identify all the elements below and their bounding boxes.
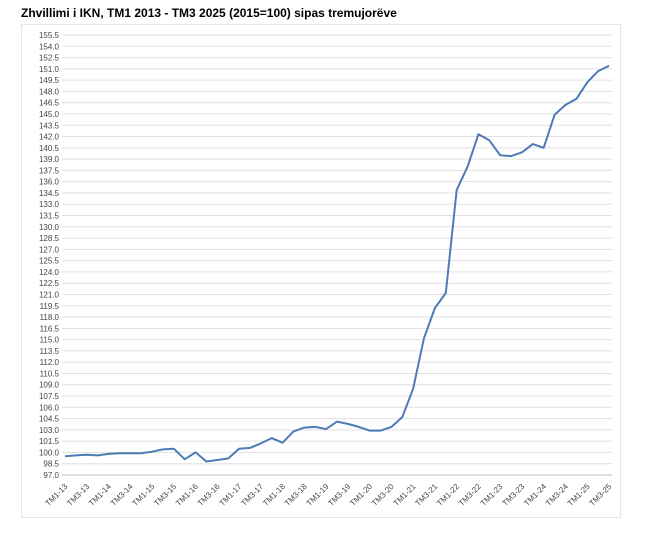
x-tick-label: TM1-18: [261, 482, 287, 508]
y-tick-label: 142.0: [39, 133, 60, 142]
y-tick-label: 119.5: [40, 302, 60, 311]
x-tick-label: TM1-19: [305, 482, 331, 508]
x-tick-label: TM3-16: [196, 482, 222, 508]
y-tick-label: 140.5: [39, 144, 60, 153]
y-tick-label: 152.5: [39, 54, 60, 63]
x-tick-label: TM3-14: [109, 482, 135, 508]
y-tick-label: 97.0: [43, 471, 59, 480]
x-tick-label: TM3-15: [152, 482, 178, 508]
x-tick-label: TM3-24: [544, 482, 570, 508]
y-tick-label: 151.0: [39, 65, 60, 74]
y-tick-label: 154.0: [39, 42, 60, 51]
y-tick-label: 107.5: [39, 392, 60, 401]
x-axis-ticks: TM1-13TM3-13TM1-14TM3-14TM1-15TM3-15TM1-…: [44, 482, 614, 508]
y-tick-label: 137.5: [39, 166, 60, 175]
x-tick-label: TM3-20: [370, 482, 396, 508]
y-tick-label: 115.0: [40, 336, 60, 345]
y-tick-label: 127.0: [39, 245, 60, 254]
y-tick-label: 133.0: [39, 200, 60, 209]
y-tick-label: 149.5: [39, 76, 60, 85]
chart-frame: 97.0 98.5 100.0 101.5 103.0 104.5 106.0 107.5 10…: [21, 24, 621, 518]
line-chart: 97.0 98.5 100.0 101.5 103.0 104.5 106.0 107.5 10…: [39, 31, 614, 508]
y-tick-label: 124.0: [39, 268, 60, 277]
x-tick-label: TM1-22: [435, 482, 461, 508]
x-tick-label: TM1-20: [348, 482, 374, 508]
series-line: [64, 64, 610, 463]
y-tick-label: 148.0: [39, 87, 60, 96]
chart-title: Zhvillimi i IKN, TM1 2013 - TM3 2025 (20…: [21, 6, 397, 20]
x-tick-label: TM1-15: [131, 482, 157, 508]
y-tick-label: 122.5: [39, 279, 60, 288]
x-tick-label: TM1-21: [392, 482, 418, 508]
y-tick-label: 113.5: [40, 347, 60, 356]
x-tick-label: TM1-23: [479, 482, 505, 508]
y-tick-label: 121.0: [39, 290, 60, 299]
y-tick-label: 145.0: [39, 110, 60, 119]
x-tick-label: TM1-13: [44, 482, 70, 508]
y-tick-label: 130.0: [39, 223, 60, 232]
y-tick-label: 131.5: [39, 212, 60, 221]
x-tick-label: TM1-17: [218, 482, 244, 508]
y-tick-label: 143.5: [39, 121, 60, 130]
x-tick-label: TM1-24: [522, 482, 548, 508]
y-axis-ticks: 97.0 98.5 100.0 101.5 103.0 104.5 106.0 107.5 10…: [39, 31, 60, 480]
y-tick-label: 110.5: [40, 369, 60, 378]
y-tick-label: 109.0: [39, 381, 60, 390]
y-tick-label: 136.0: [39, 178, 60, 187]
x-tick-label: TM3-18: [283, 482, 309, 508]
y-tick-label: 146.5: [39, 99, 60, 108]
x-tick-label: TM1-25: [566, 482, 592, 508]
y-tick-label: 134.5: [39, 189, 60, 198]
x-tick-label: TM3-19: [326, 482, 352, 508]
x-tick-label: TM3-22: [457, 482, 483, 508]
y-tick-label: 104.5: [39, 415, 60, 424]
x-tick-label: TM3-13: [65, 482, 91, 508]
y-tick-label: 106.0: [39, 403, 60, 412]
y-tick-label: 100.0: [39, 448, 60, 457]
series-layer: [64, 64, 610, 463]
y-tick-label: 112.0: [40, 358, 60, 367]
y-tick-label: 103.0: [39, 426, 60, 435]
x-tick-label: TM1-14: [87, 482, 113, 508]
gridlines: [62, 34, 612, 476]
y-tick-label: 139.0: [39, 155, 60, 164]
y-tick-label: 101.5: [39, 437, 60, 446]
y-tick-label: 128.5: [39, 234, 60, 243]
y-tick-label: 118.0: [40, 313, 60, 322]
x-tick-label: TM1-16: [174, 482, 200, 508]
x-tick-label: TM3-23: [501, 482, 527, 508]
y-tick-label: 98.5: [43, 460, 59, 469]
x-tick-label: TM3-25: [588, 482, 614, 508]
x-tick-label: TM3-21: [413, 482, 439, 508]
y-tick-label: 116.5: [40, 324, 60, 333]
y-tick-label: 155.5: [39, 31, 60, 40]
x-tick-label: TM3-17: [239, 482, 265, 508]
y-tick-label: 125.5: [39, 257, 60, 266]
